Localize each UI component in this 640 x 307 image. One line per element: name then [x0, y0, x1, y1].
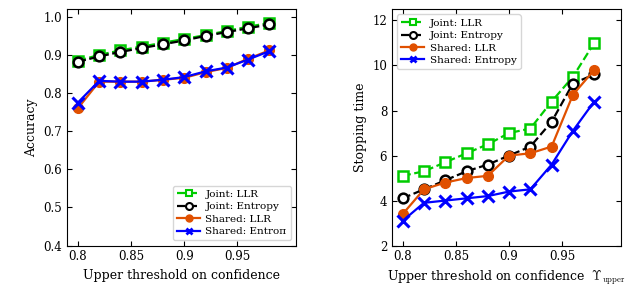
- X-axis label: Upper threshold on confidence  $\Upsilon_{\mathrm{upper}}$: Upper threshold on confidence $\Upsilon_…: [387, 269, 626, 287]
- Legend: Joint: LLR, Joint: Entropy, Shared: LLR, Shared: Entroπ: Joint: LLR, Joint: Entropy, Shared: LLR,…: [173, 185, 291, 240]
- Y-axis label: Accuracy: Accuracy: [25, 98, 38, 157]
- X-axis label: Upper threshold on confidence: Upper threshold on confidence: [83, 269, 280, 282]
- Legend: Joint: LLR, Joint: Entropy, Shared: LLR, Shared: Entropy: Joint: LLR, Joint: Entropy, Shared: LLR,…: [397, 14, 520, 69]
- Y-axis label: Stopping time: Stopping time: [354, 83, 367, 172]
